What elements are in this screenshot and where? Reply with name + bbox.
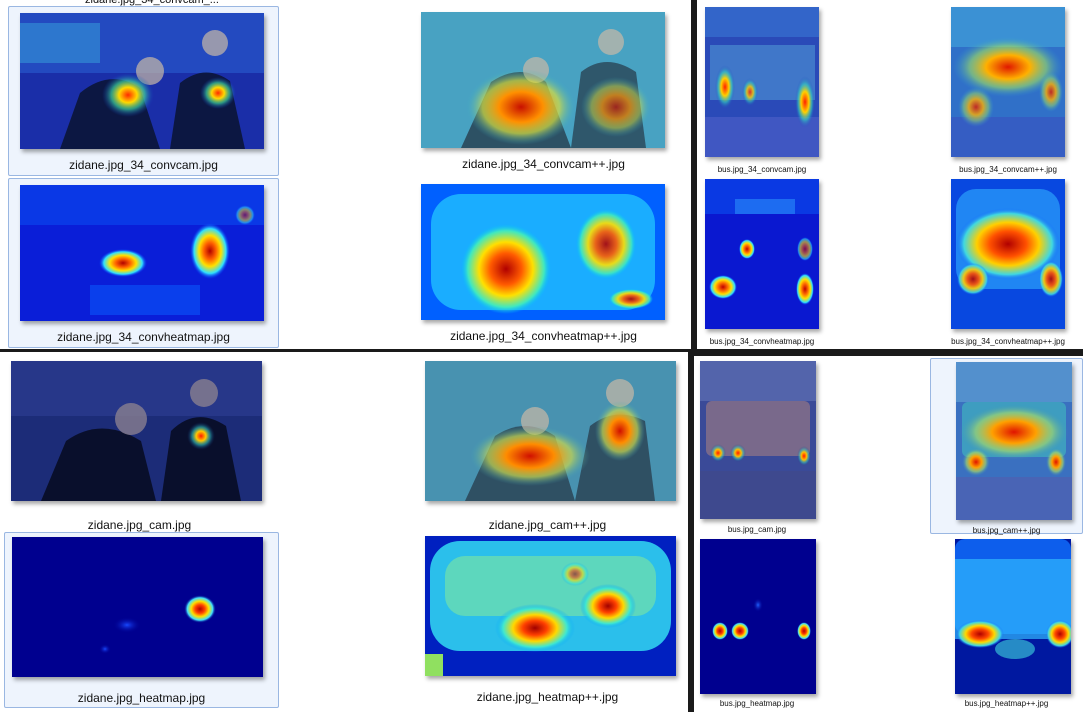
thumbnail-zidane-34-convheatmap[interactable] [20,185,264,321]
file-tile-bus-34-convcampp[interactable]: bus.jpg_34_convcam++.jpg [947,4,1069,176]
heatmap-image [951,179,1065,329]
heatmap-image [955,539,1071,694]
file-name-label: zidane.jpg_heatmap.jpg [77,691,206,705]
file-tile-bus-34-convcam[interactable]: bus.jpg_34_convcam.jpg [701,4,823,176]
heatmap-image [705,7,819,157]
file-tile-zidane-campp[interactable]: zidane.jpg_cam++.jpg [412,358,683,536]
thumbnail-bus-heatmappp[interactable] [955,539,1071,694]
thumbnail-bus-campp[interactable] [956,362,1072,520]
file-name-label: zidane.jpg_34_convheatmap++.jpg [450,329,637,343]
thumbnail-zidane-campp[interactable] [425,361,676,501]
file-tile-zidane-34-convheatmap[interactable]: zidane.jpg_34_convheatmap.jpg [8,178,279,348]
file-tile-zidane-cam[interactable]: zidane.jpg_cam.jpg [4,358,275,536]
thumbnail-bus-heatmap[interactable] [700,539,816,694]
thumbnail-bus-34-convcam[interactable] [705,7,819,157]
file-tile-bus-heatmap[interactable]: bus.jpg_heatmap.jpg [696,536,818,712]
thumbnail-bus-34-convcampp[interactable] [951,7,1065,157]
file-tile-bus-campp[interactable]: bus.jpg_cam++.jpg [930,358,1083,535]
thumbnail-zidane-34-convcampp[interactable] [421,12,665,148]
file-name-label: bus.jpg_34_convheatmap.jpg [709,337,815,346]
thumbnail-zidane-heatmappp[interactable] [425,536,676,676]
heatmap-image [705,179,819,329]
file-name-label: zidane.jpg_34_convcam++.jpg [462,157,625,171]
thumbnail-zidane-34-convheatmappp[interactable] [421,184,665,320]
file-name-label: zidane.jpg_cam.jpg [87,518,192,532]
file-tile-zidane-heatmappp[interactable]: zidane.jpg_heatmap++.jpg [412,532,683,708]
heatmap-image [12,537,263,677]
heatmap-image [700,361,816,519]
thumbnail-zidane-cam[interactable] [11,361,262,501]
heatmap-image [20,13,264,149]
file-name-label: bus.jpg_34_convcam.jpg [717,165,807,174]
heatmap-image [421,12,665,148]
file-name-label: bus.jpg_cam.jpg [727,525,787,534]
pane-bus-final: bus.jpg_cam.jpg bus.jpg_cam++.jpg [694,356,1083,712]
thumbnail-bus-34-convheatmap[interactable] [705,179,819,329]
file-tile-zidane-34-convheatmappp[interactable]: zidane.jpg_34_convheatmap++.jpg [408,178,679,348]
heatmap-image [951,7,1065,157]
pane-zidane-final: zidane.jpg_cam.jpg zidane.jpg_cam++.jpg [0,352,688,712]
file-tile-bus-34-convheatmap[interactable]: bus.jpg_34_convheatmap.jpg [701,176,823,348]
file-tile-bus-34-convheatmappp[interactable]: bus.jpg_34_convheatmap++.jpg [947,176,1069,348]
heatmap-image [425,361,676,501]
thumbnail-bus-cam[interactable] [700,361,816,519]
file-name-label: bus.jpg_heatmap++.jpg [964,699,1049,708]
file-tile-bus-cam[interactable]: bus.jpg_cam.jpg [696,358,818,536]
thumbnail-bus-34-convheatmappp[interactable] [951,179,1065,329]
file-name-label: zidane.jpg_heatmap++.jpg [476,690,619,704]
heatmap-image [11,361,262,501]
file-tile-zidane-34-convcam[interactable]: zidane.jpg_34_convcam.jpg [8,6,279,176]
heatmap-image [421,184,665,320]
pane-zidane-conv: zidane.jpg_34_convcam_... zidane.jpg_34_… [0,0,691,349]
thumbnail-zidane-34-convcam[interactable] [20,13,264,149]
pane-bus-conv: bus.jpg_34_convcam.jpg bus.jpg_34_convca… [697,0,1083,349]
file-name-label: zidane.jpg_34_convcam.jpg [69,158,218,172]
heatmap-image [956,362,1072,520]
file-tile-bus-heatmappp[interactable]: bus.jpg_heatmap++.jpg [930,536,1083,712]
file-name-label: bus.jpg_34_convcam++.jpg [959,165,1057,174]
heatmap-image [20,185,264,321]
file-name-label: zidane.jpg_34_convheatmap.jpg [57,330,230,344]
file-name-label: bus.jpg_heatmap.jpg [719,699,795,708]
heatmap-image [700,539,816,694]
file-tile-zidane-heatmap[interactable]: zidane.jpg_heatmap.jpg [4,532,279,708]
cut-off-caption: zidane.jpg_34_convcam_... [85,0,219,6]
file-name-label: bus.jpg_34_convheatmap++.jpg [951,337,1065,346]
heatmap-image [425,536,676,676]
file-tile-zidane-34-convcampp[interactable]: zidane.jpg_34_convcam++.jpg [408,6,679,176]
thumbnail-zidane-heatmap[interactable] [12,537,263,677]
file-name-label: zidane.jpg_cam++.jpg [488,518,607,532]
file-name-label: bus.jpg_cam++.jpg [972,526,1041,535]
